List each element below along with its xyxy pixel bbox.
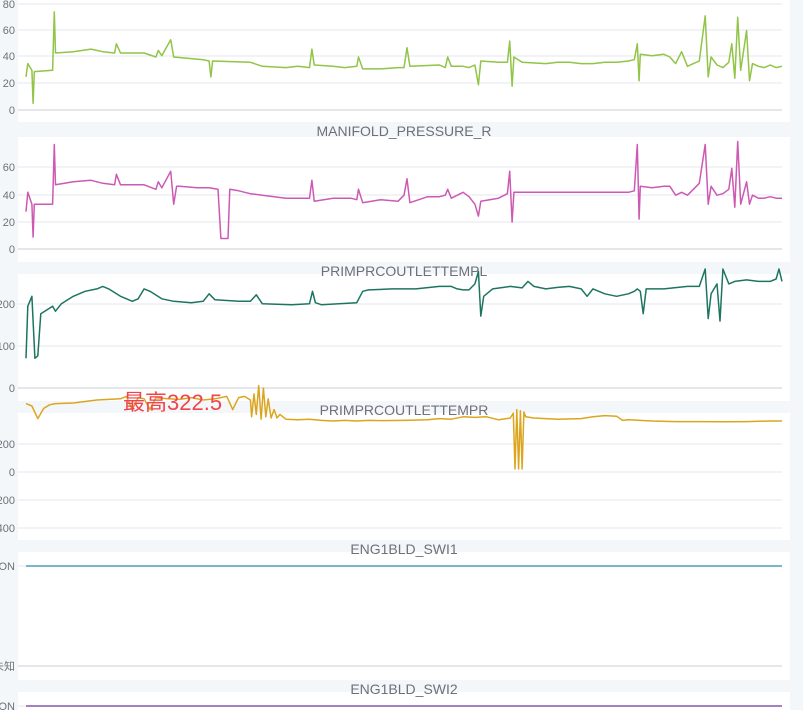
y-tick-label: 0 [9, 105, 15, 117]
y-tick-label: 20 [3, 78, 15, 90]
y-tick-label: 0 [9, 467, 15, 479]
y-tick-label: 未知 [0, 659, 15, 673]
max-annotation: 最高322.5 [123, 385, 222, 417]
y-tick-label: 200 [0, 299, 15, 311]
y-tick-label: 60 [3, 25, 15, 37]
y-tick-label: ON [0, 701, 15, 710]
series-line [25, 140, 782, 240]
chart-panel-4: PRIMPRCOUTLETTEMPR 200 0 -200 -400 [0, 384, 790, 540]
series-line [25, 11, 783, 105]
y-tick-label: 40 [3, 51, 15, 63]
y-tick-label: 60 [3, 162, 15, 174]
chart-panel-3: PRIMPRCOUTLETTEMPL 200 100 0 [0, 263, 790, 401]
panel-background [18, 137, 790, 262]
panel-background [18, 274, 790, 401]
y-tick-label: 100 [0, 341, 15, 353]
y-tick-label: 200 [0, 439, 15, 451]
chart-panel-1: 80 60 40 20 0 [3, 0, 790, 122]
panel-title: ENG1BLD_SWI1 [350, 541, 458, 557]
y-tick-label: 40 [3, 190, 15, 202]
y-tick-label: -200 [0, 495, 15, 507]
chart-panel-6: ENG1BLD_SWI2 ON [0, 681, 790, 710]
y-tick-label: ON [0, 561, 15, 573]
y-tick-label: 80 [3, 0, 15, 11]
chart-panel-2: MANIFOLD_PRESSURE_R 60 40 20 0 [3, 123, 790, 262]
y-tick-label: -400 [0, 523, 15, 535]
panel-title: MANIFOLD_PRESSURE_R [316, 123, 491, 139]
chart-panel-5: ENG1BLD_SWI1 ON 未知 [0, 541, 790, 680]
y-tick-label: 0 [9, 244, 15, 256]
series-line [25, 384, 782, 470]
panel-title: PRIMPRCOUTLETTEMPR [320, 402, 489, 418]
panel-title: ENG1BLD_SWI2 [350, 681, 458, 697]
panel-background [18, 413, 790, 540]
y-tick-label: 0 [9, 383, 15, 395]
panel-background [18, 552, 790, 680]
series-line [25, 268, 783, 360]
y-tick-label: 20 [3, 217, 15, 229]
max-annotation-text: 最高322.5 [123, 390, 223, 415]
panel-title: PRIMPRCOUTLETTEMPL [321, 263, 488, 279]
panel-background [18, 0, 790, 122]
